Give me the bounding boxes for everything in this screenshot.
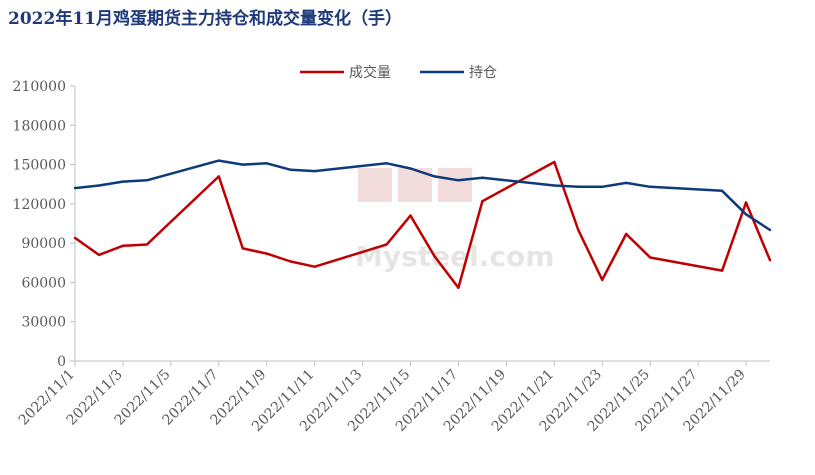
legend-label: 持仓 [469,65,497,81]
data-point [433,175,436,178]
y-tick-label: 150000 [13,158,66,174]
y-tick-label: 60000 [21,275,66,291]
y-tick-label: 30000 [21,315,66,331]
data-point [385,243,388,246]
data-point [601,278,604,281]
data-point [768,228,772,232]
data-point [265,252,268,255]
data-point [121,244,125,247]
watermark-text: Mysteel.com [355,240,554,273]
chart-title: 2022年11月鸡蛋期货主力持仓和成交量变化（手） [8,9,402,29]
data-point [625,181,628,185]
watermark-logo [438,168,472,202]
watermark: Mysteel.com [355,168,554,273]
data-point [457,179,460,182]
legend-label: 成交量 [349,64,391,81]
data-point [97,184,101,187]
y-tick-label: 210000 [13,79,66,95]
data-point [241,247,244,250]
series-lines [73,159,772,289]
data-point [313,169,316,173]
data-point [481,200,484,203]
data-point [289,168,292,171]
data-point [457,286,460,289]
data-point [145,243,149,246]
data-point [289,260,292,263]
data-point [433,255,436,258]
data-point [265,162,268,165]
data-point [481,176,484,179]
data-point [73,236,77,240]
series-line-2 [74,159,771,232]
data-point [217,159,220,162]
data-point [553,184,556,187]
data-point [409,167,412,170]
data-point [649,185,652,188]
x-axis: 2022/11/12022/11/32022/11/52022/11/72022… [16,360,770,435]
data-point [553,160,556,164]
y-axis: 0 30000 60000 90000 120000 150000 180000 210000 [13,79,76,370]
data-point [744,213,748,216]
y-tick-label: 180000 [13,118,66,134]
data-point [720,189,724,192]
data-point [720,269,724,272]
data-point [145,179,149,182]
data-point [649,256,652,259]
data-point [577,185,580,188]
data-point [241,163,244,166]
y-tick-label: 0 [57,354,66,370]
data-point [768,259,772,262]
data-point [625,232,628,236]
watermark-logo [358,168,392,202]
data-point [385,162,388,165]
data-point [577,228,580,232]
data-point [313,265,316,268]
legend: 成交量 持仓 [300,64,497,81]
data-point [409,214,412,217]
y-tick-label: 90000 [21,236,66,252]
data-point [97,253,101,257]
data-point [601,185,604,188]
data-point [73,186,77,190]
data-point [121,180,125,183]
y-tick-label: 120000 [13,197,66,213]
series-line-1 [74,160,772,289]
data-point [744,201,748,204]
data-point [217,175,220,178]
